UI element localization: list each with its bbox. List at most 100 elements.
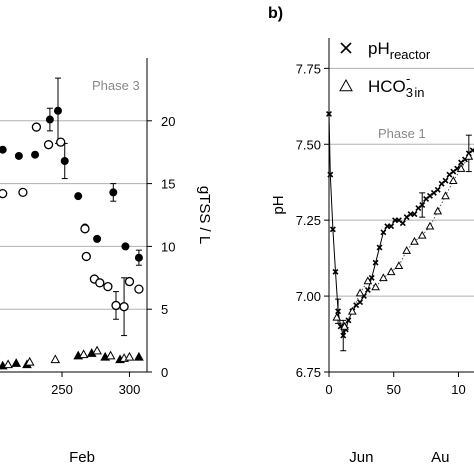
panel-a-point-filled-circle	[45, 115, 54, 124]
panel-b-point-open-triangle	[441, 191, 450, 200]
panel-a-point-open-circle	[56, 137, 66, 147]
panel-b-point-cross	[364, 287, 371, 293]
panel-a-phase-annotation: Phase 3	[92, 78, 140, 93]
panel-a-point-filled-triangle	[11, 358, 22, 367]
panel-b-point-cross-stroke	[332, 268, 339, 275]
panel-b-point-cross	[419, 202, 426, 208]
panel-a-point-open-triangle	[124, 351, 135, 361]
panel-b-point-cross-stroke	[364, 287, 371, 293]
panel-b-y-tick-label: 7.00	[296, 289, 321, 304]
panel-b-month-labels: Jun Au	[349, 449, 449, 466]
panel-b-series-line	[336, 156, 470, 328]
panel-b-point-open-triangle	[363, 276, 373, 285]
panel-b-point-cross	[329, 226, 336, 233]
panel-b-point-cross	[332, 268, 339, 275]
panel-b-point-cross-stroke	[388, 223, 395, 230]
panel-a-point-filled-circle	[14, 151, 23, 160]
panel-a-x-month-label: Feb	[69, 449, 95, 466]
panel-b-point-open-triangle	[433, 206, 443, 215]
panel-b-point-cross-stroke	[434, 186, 441, 193]
panel-a-point-open-circle	[124, 276, 135, 287]
panel-b-month-label: Jun	[349, 449, 373, 466]
panel-b-point-open-triangle	[410, 236, 419, 245]
panel-b-legend-label: HCO3-in	[368, 71, 424, 100]
panel-b-legend-label-main: pH	[368, 39, 390, 58]
panel-a-y2-tick-label: 5	[161, 302, 168, 317]
panel-b-point-open-triangle	[355, 288, 365, 297]
panel-b-y-tick-label: 7.25	[296, 213, 321, 228]
panel-b-ticks: 6.75 7.00 7.25 7.50 7.75 0 50 10	[296, 61, 466, 397]
panel-b-chart: b) Phase 1 6.757.007.257.507.750 50 10 pH …	[268, 5, 474, 466]
panel-b-point-open-triangle	[332, 312, 342, 321]
panel-a-x-tick-label: 300	[119, 382, 141, 397]
panel-b-month-label: Au	[431, 449, 449, 466]
panel-a-point-open-circle	[134, 284, 144, 294]
panel-b-point-open-triangle	[464, 151, 474, 160]
panel-b-point-cross	[469, 147, 474, 154]
panel-b-point-cross-stroke	[419, 202, 426, 208]
panel-b-point-open-triangle	[456, 164, 466, 172]
panel-b-point-open-triangle	[417, 230, 427, 239]
panel-b-point-cross	[345, 317, 352, 324]
panel-a-chart: Phase 3 0 5 10 15 20 250 300 gTSS / L Feb	[0, 58, 213, 466]
panel-b-point-cross-stroke	[337, 323, 344, 330]
panel-b-point-cross-stroke	[411, 211, 418, 218]
panel-b-point-open-triangle	[448, 176, 458, 185]
panel-b-legend: pHreactor HCO3-in	[339, 39, 431, 100]
panel-b-point-cross	[340, 332, 347, 339]
panel-a-error-bars	[46, 77, 142, 337]
panel-a-point-filled-circle	[53, 106, 62, 115]
panel-b-point-cross	[442, 177, 449, 184]
panel-b-x-tick-label: 50	[386, 382, 400, 397]
panel-b-x-tick-label: 0	[325, 382, 332, 397]
panel-b-point-cross	[434, 186, 441, 193]
panel-b-error-bars	[335, 134, 472, 352]
panel-b-legend-label-subscript: 3	[406, 85, 413, 100]
panel-b-point-cross-stroke	[380, 229, 387, 236]
panel-a-point-open-circle	[95, 278, 105, 288]
panel-a-point-open-circle	[18, 187, 28, 198]
panel-a-y2-tick-label: 0	[161, 365, 168, 380]
panel-b-y-tick-label: 7.50	[296, 137, 321, 152]
panel-b-legend-marker-cross-stroke	[340, 42, 352, 54]
panel-a-point-filled-circle	[109, 188, 118, 197]
panel-b-point-cross-stroke	[368, 274, 375, 281]
panel-a-data-points	[0, 106, 144, 370]
panel-b-point-cross-stroke	[442, 177, 449, 184]
panel-b-point-cross-stroke	[399, 220, 406, 227]
panel-b-point-open-triangle	[347, 306, 357, 315]
panel-a-point-open-triangle	[24, 356, 35, 366]
panel-a-point-open-circle	[119, 302, 129, 312]
panel-a-point-open-triangle	[78, 349, 89, 359]
panel-b-gridlines	[329, 67, 474, 297]
panel-b-point-cross-stroke	[357, 299, 364, 306]
panel-a-y2-tick-label: 10	[161, 239, 175, 254]
panel-b-point-cross-stroke	[372, 259, 379, 266]
panel-b-point-cross	[399, 220, 406, 227]
panel-b-point-open-triangle	[371, 282, 380, 291]
panel-a-y2-tick-label: 15	[161, 177, 175, 192]
panel-a-point-open-circle	[80, 224, 90, 234]
panel-b-phase-annotation: Phase 1	[378, 126, 426, 141]
panel-b-point-cross	[380, 229, 387, 236]
panel-b-point-cross-stroke	[454, 165, 461, 172]
panel-a-point-filled-triangle	[134, 351, 144, 361]
panel-b-point-cross-stroke	[335, 308, 342, 315]
panel-b-point-open-triangle	[340, 321, 349, 330]
panel-b-legend-label-subscript: in	[414, 85, 424, 100]
panel-b-label: b)	[268, 5, 283, 22]
panel-a-point-open-circle	[103, 281, 113, 292]
panel-b-data-points	[326, 110, 474, 339]
panel-a-point-open-triangle	[50, 354, 61, 364]
panel-b-y-tick-label: 7.75	[296, 61, 321, 76]
panel-b-point-open-triangle	[425, 221, 435, 230]
panel-b-point-cross-stroke	[376, 244, 383, 251]
panel-b-point-open-triangle	[394, 261, 404, 270]
panel-a-point-open-circle	[43, 140, 54, 150]
panel-a-point-open-circle	[0, 188, 8, 199]
panel-b-point-cross	[388, 223, 395, 230]
panel-a-point-filled-circle	[134, 253, 143, 262]
panel-b-legend-marker-cross	[340, 42, 352, 54]
panel-a-point-filled-circle	[0, 145, 7, 154]
